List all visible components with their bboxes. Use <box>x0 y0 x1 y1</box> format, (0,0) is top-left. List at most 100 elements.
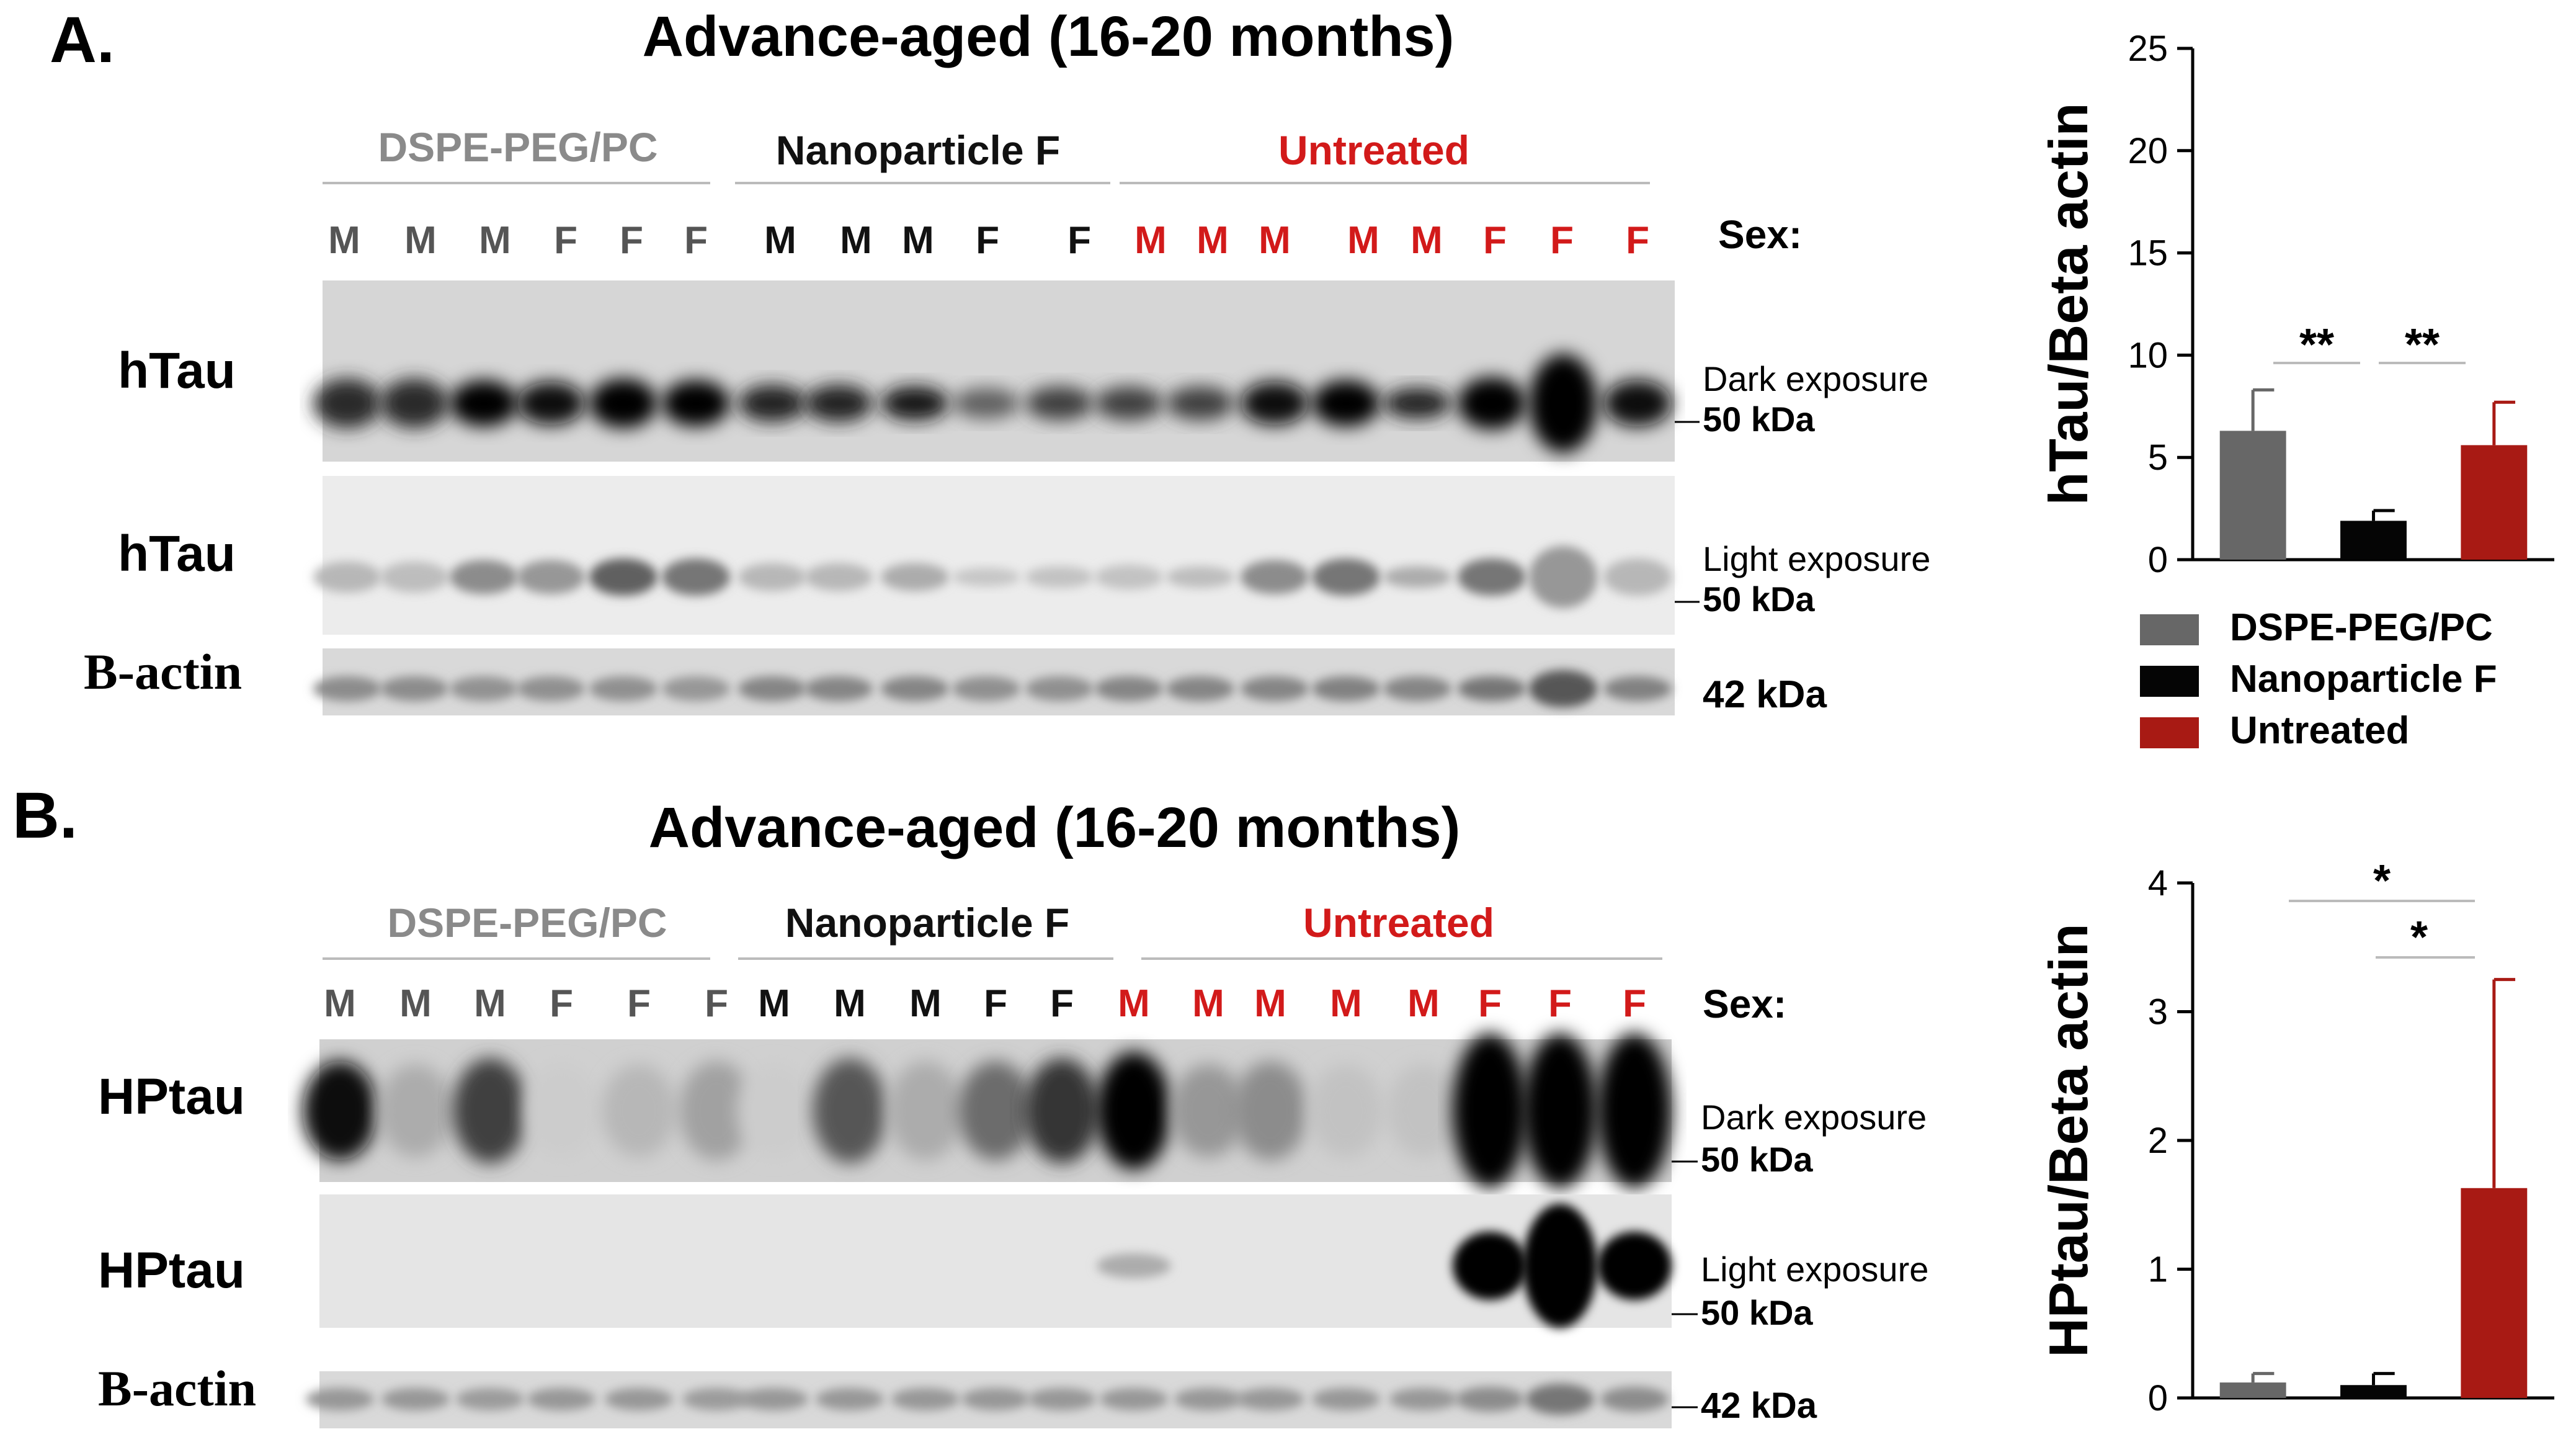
panel-a-sex-11: F <box>1067 219 1091 262</box>
panel-b-actin-band-7 <box>740 1388 808 1410</box>
panel-b-light-band-12 <box>1097 1253 1171 1278</box>
panel-b-group-nanoparticle: Nanoparticle F <box>785 900 1069 946</box>
panel-a-dark-band-2 <box>380 378 448 428</box>
panel-a-sex-3: M <box>479 219 511 262</box>
panel-a-actin-band-10 <box>952 676 1020 701</box>
panel-b-actin-band-3 <box>456 1388 524 1410</box>
panel-a-sex-4: F <box>554 219 577 262</box>
panel-b-sex-2: M <box>399 982 432 1025</box>
panel-a-label: A. <box>50 4 115 76</box>
panel-b-sex-4: F <box>550 982 573 1025</box>
panel-b-sex-14: M <box>1254 982 1286 1025</box>
panel-b-group-dspe: DSPE-PEG/PC <box>387 900 667 946</box>
panel-b-sex-3: M <box>474 982 506 1025</box>
panel-a-row-label-htau-dark: hTau <box>118 343 236 399</box>
chart-1-ytick-label-3: 3 <box>2148 992 2168 1032</box>
panel-b-actin-band-6 <box>682 1388 751 1410</box>
panel-b-sex-label: Sex: <box>1703 982 1786 1026</box>
panel-a-blot-dark-bands <box>313 354 1672 453</box>
legend-label-dspe: DSPE-PEG/PC <box>2230 606 2493 649</box>
panel-a-dark-kda-label: 50 kDa <box>1703 400 1815 439</box>
panel-a-light-band-14 <box>1241 560 1309 594</box>
panel-b-actin-band-2 <box>381 1388 450 1410</box>
chart-1-sig-label-1: * <box>2373 856 2391 906</box>
panel-a-light-band-12 <box>1095 565 1163 589</box>
panel-a-light-band-3 <box>450 560 518 594</box>
panel-a-dark-band-11 <box>1025 386 1094 421</box>
panel-a-dark-band-4 <box>517 382 585 425</box>
panel-b-sex-12: M <box>1118 982 1150 1025</box>
panel-a-dark-band-1 <box>313 378 381 428</box>
panel-a-sex-9: M <box>902 219 934 262</box>
panel-a-light-band-9 <box>881 563 949 591</box>
panel-a-light-band-1 <box>313 562 381 593</box>
panel-b-actin-band-13 <box>1174 1388 1242 1410</box>
panel-a-actin-band-15 <box>1312 676 1380 701</box>
panel-b-dark-band-11 <box>1025 1058 1099 1163</box>
panel-a-light-band-16 <box>1383 566 1451 588</box>
panel-b-actin-band-12 <box>1100 1388 1168 1410</box>
panel-a-actin-band-6 <box>662 676 730 701</box>
panel-b-sex-19: F <box>1623 982 1646 1025</box>
panel-a-sex-16: M <box>1411 219 1443 262</box>
chart-1-sig-label-2: * <box>2410 913 2428 962</box>
panel-b-sex-9: M <box>909 982 942 1025</box>
panel-b-actin-band-5 <box>605 1388 673 1410</box>
panel-a-sex-8: M <box>840 219 872 262</box>
panel-a-actin-band-19 <box>1603 676 1672 701</box>
panel-a-actin-band-2 <box>380 676 448 701</box>
legend-swatch-dspe <box>2140 614 2199 645</box>
chart-0-ytick-label-5: 25 <box>2128 29 2168 69</box>
panel-b-light-band-19 <box>1597 1232 1672 1300</box>
panel-b-dark-band-19 <box>1597 1033 1672 1188</box>
panel-b-blot-actin-bands <box>306 1384 1669 1415</box>
panel-a-light-band-19 <box>1603 558 1672 596</box>
panel-a-blot-light-bands <box>313 546 1672 608</box>
panel-b-sex-8: M <box>834 982 866 1025</box>
panel-b-dark-band-9 <box>888 1061 963 1160</box>
chart-1-bar-2 <box>2340 1385 2407 1398</box>
panel-a-light-band-11 <box>1025 566 1094 588</box>
chart-hptau: 0 1 2 3 4 HPtau/Beta actin * * <box>2038 856 2554 1418</box>
panel-a-sex-13: M <box>1197 219 1229 262</box>
chart-0-bar-2 <box>2340 521 2407 560</box>
panel-a-dark-band-7 <box>738 385 806 422</box>
panel-b-actin-band-15 <box>1312 1388 1380 1410</box>
panel-a-actin-band-12 <box>1095 676 1163 701</box>
panel-a-light-band-6 <box>662 558 730 596</box>
chart-0-ytick-label-3: 15 <box>2128 233 2168 274</box>
panel-a-sex-14: M <box>1259 219 1291 262</box>
panel-a-light-band-10 <box>952 568 1020 586</box>
panel-a-actin-band-8 <box>804 676 873 701</box>
panel-a-dark-band-3 <box>450 380 518 427</box>
panel-b-actin-band-16 <box>1389 1388 1458 1410</box>
panel-b-sex-13: M <box>1192 982 1224 1025</box>
panel-b-sex-18: F <box>1548 982 1572 1025</box>
panel-a-actin-band-11 <box>1025 676 1094 701</box>
panel-b-dark-band-4 <box>524 1064 599 1157</box>
panel-b-dark-band-6 <box>679 1061 754 1160</box>
panel-a-light-band-18 <box>1529 546 1597 608</box>
panel-a-sex-5: F <box>620 219 643 262</box>
panel-a-dark-band-13 <box>1166 386 1234 421</box>
chart-1-ytick-label-0: 0 <box>2148 1378 2168 1418</box>
panel-a-actin-band-3 <box>450 676 518 701</box>
panel-a-sex-6: F <box>684 219 708 262</box>
panel-a-light-band-8 <box>804 563 873 591</box>
panel-a-actin-band-14 <box>1241 676 1309 701</box>
panel-a-sex-19: F <box>1626 219 1649 262</box>
panel-a-group-untreated: Untreated <box>1278 127 1469 173</box>
panel-a-dark-band-17 <box>1458 377 1526 430</box>
panel-b-light-exposure-label: Light exposure <box>1701 1250 1928 1289</box>
panel-b-dark-kda-label: 50 kDa <box>1701 1140 1813 1179</box>
panel-b-sex-11: F <box>1050 982 1074 1025</box>
panel-a-blot-actin-bands <box>313 670 1672 707</box>
legend-swatch-nanoparticle <box>2140 666 2199 697</box>
chart-1-ylabel: HPtau/Beta actin <box>2038 923 2099 1357</box>
panel-a-dark-band-16 <box>1383 388 1451 419</box>
chart-1-bar-3 <box>2461 1188 2528 1398</box>
panel-a-dark-band-14 <box>1241 382 1309 425</box>
chart-0-ytick-label-4: 20 <box>2128 131 2168 171</box>
panel-a-sex-18: F <box>1550 219 1574 262</box>
